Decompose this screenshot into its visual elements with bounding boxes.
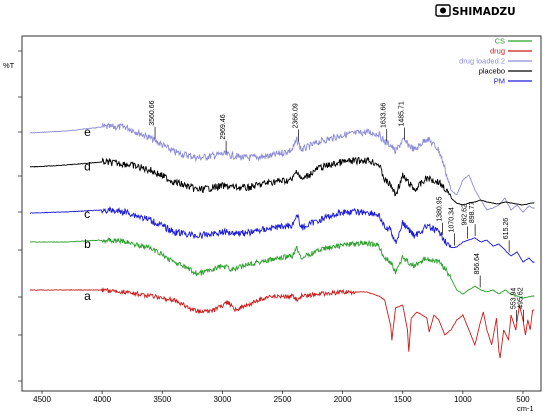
- x-tick-label: 1000: [454, 395, 472, 404]
- x-tick-label: 2000: [334, 395, 352, 404]
- curve-label-b: b: [84, 237, 91, 251]
- spectrum-d: [29, 156, 535, 206]
- peak-label: 2366.09: [293, 103, 300, 128]
- peak-label: 1380.95: [436, 196, 443, 221]
- shimadzu-logo: SHIMADZU: [435, 4, 516, 18]
- peak-label: 495.62: [518, 287, 525, 309]
- peak-label: 1485.71: [399, 101, 406, 126]
- peak-label: 856.64: [474, 253, 481, 275]
- spectrum-b: [30, 236, 535, 299]
- x-tick-label: 500: [516, 395, 530, 404]
- curve-label-a: a: [84, 289, 91, 303]
- peak-label: 553.94: [511, 288, 518, 310]
- y-axis-ticks: [18, 50, 22, 382]
- y-axis-label: %T: [3, 61, 15, 70]
- legend-label: drug loaded 2: [459, 57, 505, 66]
- legend-label: CS: [495, 37, 505, 46]
- shimadzu-logo-icon: [435, 4, 451, 17]
- spectrum-c: [29, 205, 535, 263]
- curve-label-e: e: [84, 125, 91, 139]
- peak-label: 1633.66: [381, 103, 388, 128]
- x-axis-label: cm-1: [517, 404, 534, 413]
- spectrum-a: [29, 287, 535, 359]
- x-tick-label: 2500: [274, 395, 292, 404]
- x-tick-label: 4500: [33, 395, 51, 404]
- peak-labels: 3560.66 2969.46 2366.09 1633.66 1485.71 1380.…: [149, 100, 525, 323]
- x-tick-label: 3000: [213, 395, 231, 404]
- legend-label: placebo: [479, 67, 505, 76]
- legend-label: drug: [490, 47, 505, 56]
- legend-label: PM: [494, 77, 505, 86]
- x-tick-label: 1500: [394, 395, 412, 404]
- spectrum-e: [30, 122, 535, 213]
- spectra: [29, 122, 535, 359]
- peak-label: 962.62: [461, 204, 468, 226]
- curve-label-d: d: [84, 160, 91, 174]
- peak-label: 615.26: [503, 218, 510, 240]
- peak-label: 898.77: [469, 202, 476, 224]
- peak-label: 2969.46: [220, 114, 227, 139]
- curve-label-c: c: [84, 207, 90, 221]
- plot-frame: [21, 35, 542, 392]
- brand-name: SHIMADZU: [452, 6, 516, 18]
- x-axis: 4500 4000 3500 3000 2500 2000 1500 1000 500: [33, 391, 530, 404]
- curve-letters: e d c b a: [84, 125, 91, 303]
- x-tick-label: 4000: [93, 395, 111, 404]
- peak-label: 3560.66: [149, 100, 156, 125]
- x-tick-label: 3500: [153, 395, 171, 404]
- peak-label: 1070.34: [448, 207, 455, 232]
